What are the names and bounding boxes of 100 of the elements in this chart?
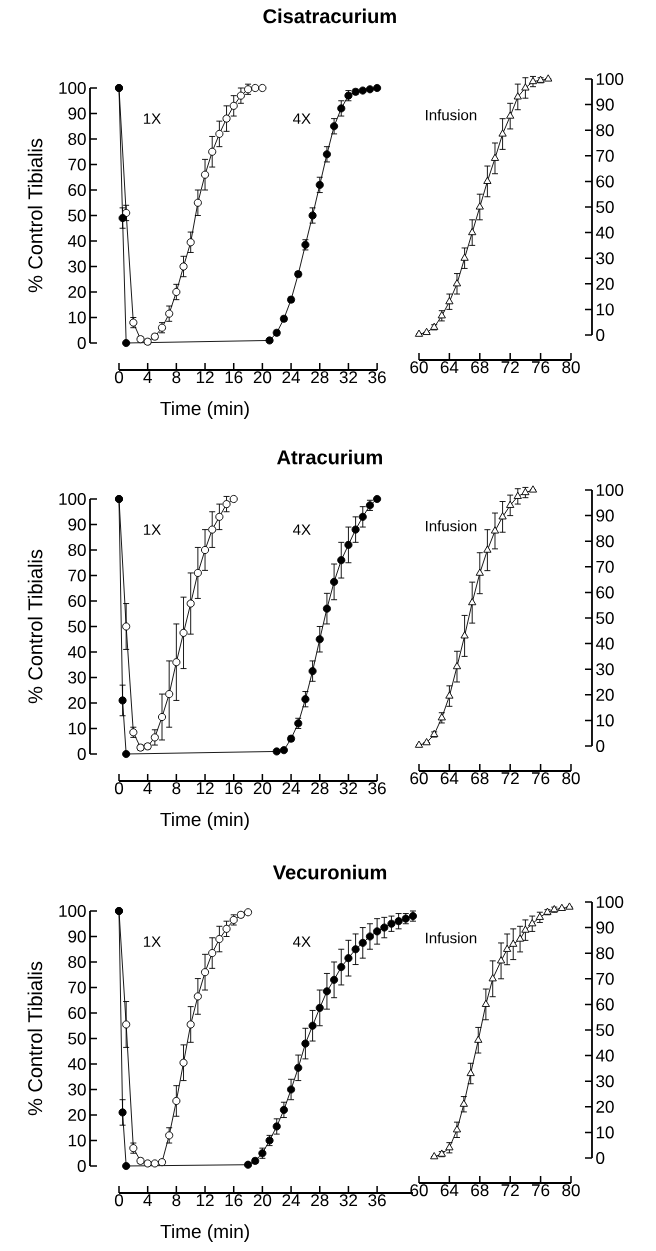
- x-tick-label: 36: [368, 782, 386, 795]
- chart-title: Atracurium: [277, 449, 382, 465]
- y-tick-label: 100: [596, 483, 624, 497]
- y-tick-label: 20: [68, 696, 86, 710]
- y-axis-title: % Control Tibialis: [27, 138, 43, 293]
- x-tick-label: 76: [532, 1184, 550, 1197]
- y-tick-label: 20: [68, 285, 86, 299]
- x-tick-label: 76: [532, 772, 550, 785]
- text: 4X: [293, 936, 311, 947]
- y-tick-label: 50: [68, 1032, 86, 1045]
- x-tick-label: 8: [172, 371, 181, 384]
- x-tick-label: 24: [282, 1194, 301, 1207]
- x-axis-title: Time (min): [160, 1224, 249, 1242]
- y-tick-label: 20: [596, 688, 614, 701]
- x-tick-label: 20: [253, 782, 272, 795]
- chart-title: Vecuronium: [272, 864, 387, 880]
- x-tick-label: 28: [311, 782, 329, 795]
- x-tick-label: 16: [225, 1194, 243, 1207]
- y-axis-title: % Control Tibialis: [27, 549, 43, 704]
- y-tick-label: 40: [67, 645, 86, 659]
- x-tick-label: 32: [339, 1194, 358, 1207]
- x-tick-label: 0: [114, 1194, 124, 1207]
- x-tick-label: 64: [440, 772, 459, 785]
- x-tick-label: 64: [440, 361, 459, 374]
- y-tick-label: 0: [77, 1159, 86, 1173]
- y-tick-label: 50: [596, 200, 614, 214]
- chart-title: Cisatracurium: [263, 8, 396, 24]
- y-tick-label: 70: [596, 972, 614, 985]
- y-tick-label: 40: [67, 1057, 86, 1071]
- x-tick-label: 4: [143, 782, 152, 794]
- x-tick-label: 60: [410, 361, 428, 374]
- x-axis-title: Time (min): [160, 812, 249, 830]
- y-tick-label: 20: [68, 1108, 86, 1122]
- y-tick-label: 30: [596, 252, 614, 265]
- y-tick-label: 20: [596, 1100, 614, 1113]
- y-tick-label: 80: [596, 535, 614, 548]
- y-tick-label: 90: [596, 98, 614, 111]
- y-tick-label: 100: [59, 904, 86, 918]
- y-tick-label: 10: [68, 311, 86, 324]
- y-tick-label: 60: [596, 586, 614, 599]
- series-label: Infusion: [426, 109, 477, 121]
- y-tick-label: 90: [68, 518, 86, 531]
- y-tick-label: 40: [67, 234, 86, 248]
- series-label: 4X: [293, 113, 311, 124]
- x-tick-label: 20: [253, 1194, 272, 1207]
- y-tick-label: 50: [596, 611, 614, 625]
- x-tick-label: 36: [368, 1194, 386, 1207]
- y-tick-label: 40: [595, 1049, 614, 1062]
- y-tick-label: 80: [596, 124, 614, 137]
- y-tick-label: 0: [77, 336, 86, 350]
- series-label: 1X: [143, 524, 161, 535]
- y-tick-label: 50: [68, 209, 86, 222]
- x-tick-label: 24: [282, 782, 301, 795]
- x-tick-label: 72: [501, 772, 519, 785]
- x-tick-label: 32: [339, 371, 358, 384]
- y-tick-label: 60: [68, 183, 86, 197]
- x-tick-label: 4: [143, 371, 152, 383]
- x-tick-label: 28: [311, 371, 329, 384]
- y-tick-label: 0: [596, 739, 605, 753]
- x-tick-label: 68: [471, 772, 489, 785]
- x-tick-label: 76: [532, 361, 550, 374]
- x-tick-label: 12: [196, 1194, 214, 1207]
- x-tick-label: 0: [114, 782, 124, 795]
- x-tick-label: 72: [501, 361, 519, 374]
- x-tick-label: 80: [562, 361, 580, 374]
- x-tick-label: 64: [440, 1184, 459, 1197]
- x-tick-label: 12: [196, 782, 214, 795]
- y-tick-label: 70: [68, 158, 86, 171]
- y-tick-label: 70: [596, 560, 614, 573]
- x-axis-title: Time (min): [160, 401, 249, 419]
- y-tick-label: 60: [596, 998, 614, 1011]
- y-tick-label: 60: [68, 1006, 86, 1020]
- y-tick-label: 30: [68, 671, 86, 684]
- y-tick-label: 60: [68, 594, 86, 608]
- x-tick-label: 16: [225, 371, 243, 384]
- y-tick-label: 60: [596, 175, 614, 188]
- y-tick-label: 10: [596, 714, 614, 727]
- y-tick-label: 100: [596, 72, 624, 86]
- y-tick-label: 70: [68, 569, 86, 582]
- y-tick-label: 0: [596, 328, 605, 342]
- y-tick-label: 40: [595, 226, 614, 239]
- y-tick-label: 90: [68, 930, 86, 943]
- x-tick-label: 4: [143, 1194, 152, 1206]
- x-tick-label: 80: [562, 1184, 580, 1197]
- x-tick-label: 12: [196, 371, 214, 384]
- y-tick-label: 20: [596, 277, 614, 290]
- y-tick-label: 80: [68, 543, 86, 557]
- y-tick-label: 70: [68, 981, 86, 994]
- y-tick-label: 80: [68, 955, 86, 969]
- text: 4X: [293, 524, 311, 535]
- y-tick-label: 0: [77, 747, 86, 761]
- series-label: Infusion: [426, 932, 477, 944]
- y-tick-label: 40: [595, 637, 614, 650]
- y-tick-label: 30: [68, 260, 86, 273]
- y-tick-label: 10: [68, 722, 86, 735]
- y-tick-label: 30: [596, 1075, 614, 1088]
- y-axis-title: % Control Tibialis: [27, 961, 43, 1116]
- series-label: 1X: [143, 113, 161, 124]
- y-tick-label: 90: [596, 509, 614, 522]
- y-tick-label: 10: [596, 1126, 614, 1139]
